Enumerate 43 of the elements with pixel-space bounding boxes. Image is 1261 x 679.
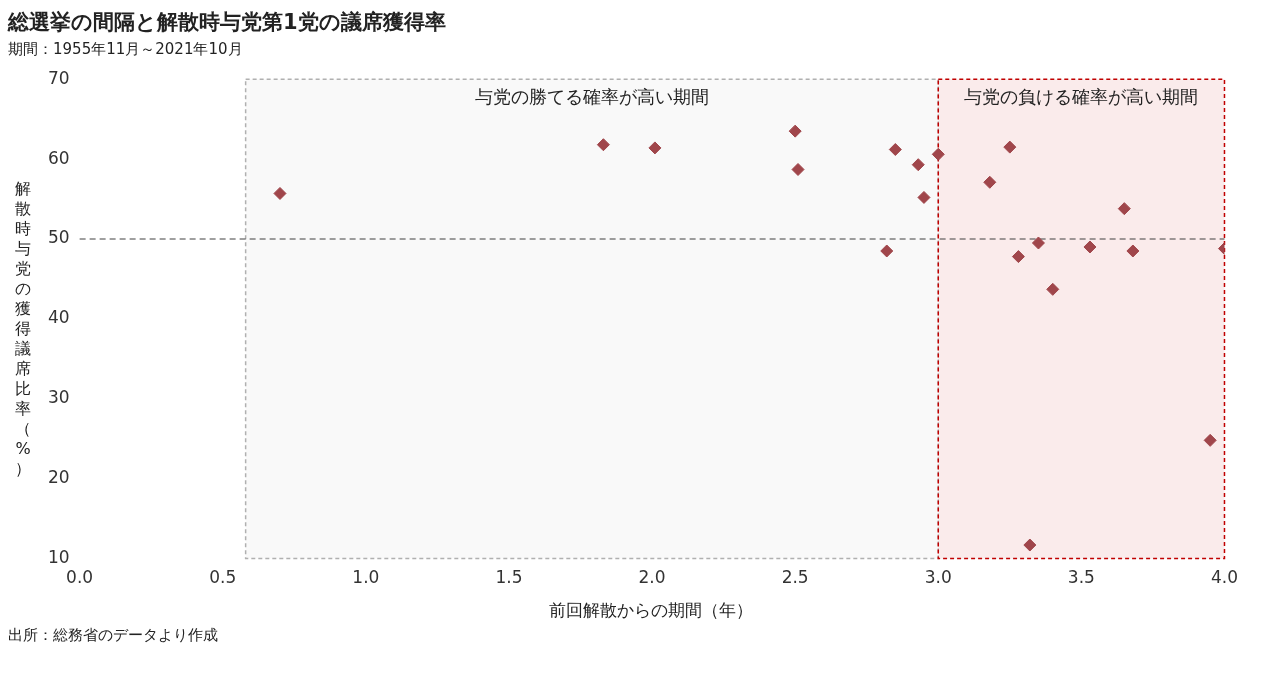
point — [788, 124, 802, 138]
point — [983, 175, 997, 189]
point — [596, 138, 610, 152]
x-tick-label: 4.0 — [1210, 567, 1239, 588]
point — [888, 143, 902, 157]
y-tick-label: 60 — [47, 147, 70, 168]
y-tick-label: 10 — [47, 547, 70, 568]
point — [880, 244, 894, 258]
x-tick-label: 3.0 — [924, 567, 952, 588]
band-label: 与党の勝てる確率が高い期間 — [474, 85, 709, 107]
y-tick-label: 40 — [47, 307, 70, 328]
x-tick-label: 0.0 — [66, 567, 94, 588]
y-tick-label: 20 — [47, 467, 70, 488]
x-axis-title: 前回解散からの期間（年） — [547, 599, 754, 622]
x-tick-label: 2.5 — [781, 567, 809, 588]
text: 出所：総務省のデータより作成 — [8, 626, 219, 645]
point — [648, 141, 662, 155]
point — [931, 147, 945, 161]
point — [1023, 538, 1037, 552]
x-tick-label: 1.0 — [352, 567, 380, 588]
point — [1003, 140, 1017, 154]
text: 解散時与党の獲得議席比率（%） — [15, 179, 31, 478]
point — [273, 186, 287, 200]
point — [917, 190, 931, 204]
point — [1083, 240, 1097, 254]
chart-subtitle: 期間：1955年11月～2021年10月 — [8, 40, 244, 59]
y-tick-label: 70 — [47, 67, 70, 88]
point — [911, 158, 925, 172]
point — [1046, 282, 1060, 296]
point — [1011, 250, 1025, 264]
x-tick-label: 3.5 — [1067, 567, 1095, 588]
y-tick-label: 30 — [47, 387, 70, 408]
y-tick-label: 50 — [47, 227, 70, 248]
x-tick-label: 0.5 — [209, 567, 237, 588]
x-tick-label: 2.0 — [638, 567, 666, 588]
point — [1031, 236, 1045, 250]
band-label: 与党の負ける確率が高い期間 — [964, 85, 1199, 107]
chart-title: 総選挙の間隔と解散時与党第1党の議席獲得率 — [8, 9, 447, 36]
x-tick-label: 1.5 — [495, 567, 523, 588]
point — [1203, 433, 1217, 447]
point — [1126, 244, 1140, 258]
point — [791, 162, 805, 176]
point — [1117, 202, 1131, 216]
